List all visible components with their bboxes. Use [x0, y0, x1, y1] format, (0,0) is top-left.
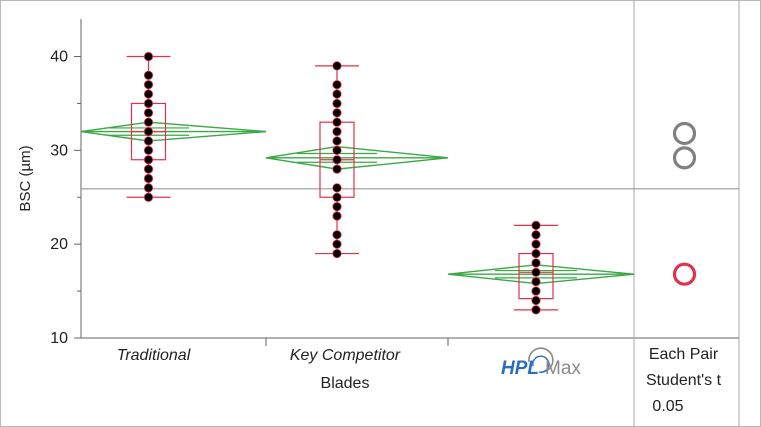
data-point [332, 183, 342, 193]
comparison-label-line: Student's t [646, 372, 722, 389]
data-point [332, 117, 342, 127]
category-label: Traditional [117, 347, 191, 364]
data-point [143, 173, 154, 184]
comparison-circle [672, 121, 697, 146]
logo-primary-text: HPL [501, 358, 539, 379]
data-point [531, 286, 541, 296]
data-point [332, 239, 342, 249]
data-point [332, 192, 342, 202]
data-point [332, 248, 342, 259]
data-point [332, 145, 342, 155]
group-3 [447, 220, 635, 315]
data-point [531, 277, 541, 287]
plot-area: 10 20 30 40 Traditional Key Competitor Blades H… [50, 0, 740, 427]
hpl-max-logo: HPL Max [501, 347, 581, 379]
data-point [332, 126, 342, 137]
data-point [531, 230, 541, 240]
data-point [332, 136, 342, 146]
data-point [531, 267, 541, 277]
data-point [143, 51, 154, 62]
y-tick-label: 40 [50, 49, 68, 66]
data-point [143, 117, 154, 127]
data-point [143, 108, 154, 118]
data-point [143, 126, 154, 137]
data-point [332, 230, 342, 240]
data-point [143, 164, 154, 174]
data-point [531, 239, 541, 249]
data-point [332, 89, 342, 99]
y-axis-label: BSC (µm) [17, 145, 34, 211]
category-label: Blades [321, 375, 370, 392]
data-point [332, 155, 342, 165]
data-point [143, 145, 154, 155]
y-tick-label: 20 [50, 236, 68, 253]
data-point [143, 192, 154, 202]
logo-swoosh [528, 347, 554, 373]
logo-secondary-text: Max [545, 358, 581, 379]
group-2 [265, 61, 449, 259]
data-point [531, 295, 541, 306]
data-point [143, 70, 154, 80]
comparison-circle [672, 262, 697, 286]
data-point [531, 248, 541, 259]
data-point [332, 80, 342, 90]
category-label: Key Competitor [290, 347, 401, 364]
comparison-label-line: Each Pair [649, 346, 719, 363]
data-point [531, 220, 541, 231]
data-point [332, 98, 342, 109]
data-point [332, 202, 342, 212]
data-point [531, 258, 541, 268]
data-point [332, 211, 342, 221]
data-point [332, 108, 342, 118]
data-point [531, 305, 541, 315]
y-tick-label: 30 [50, 142, 68, 159]
data-point [143, 183, 154, 193]
data-point [332, 61, 342, 71]
data-point [143, 89, 154, 99]
data-point [143, 98, 154, 109]
data-point [143, 155, 154, 165]
data-point [332, 164, 342, 174]
logo-swoosh-inner [532, 355, 550, 373]
y-tick-label: 10 [50, 330, 68, 347]
data-point [143, 80, 154, 90]
data-point [143, 136, 154, 146]
group-1 [80, 51, 267, 202]
comparison-circle [672, 146, 697, 170]
comparison-label-line: 0.05 [652, 398, 683, 415]
